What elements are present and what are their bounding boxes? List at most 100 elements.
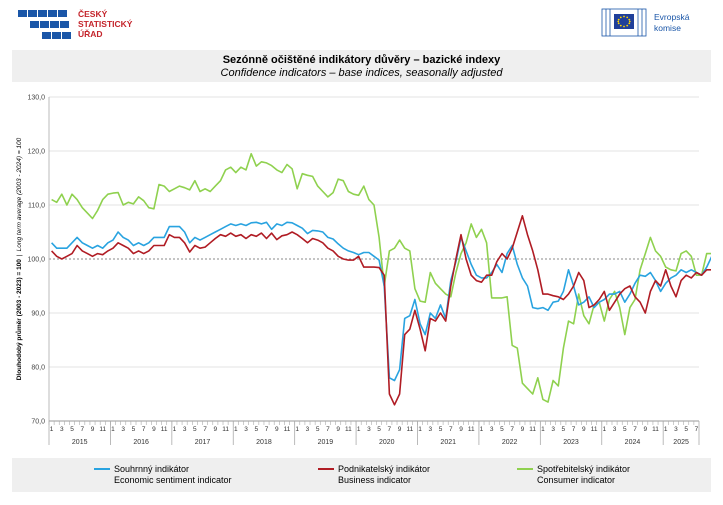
x-tick-label: 1 — [664, 426, 668, 433]
x-tick-label: 11 — [99, 426, 106, 433]
x-tick-label: 9 — [275, 426, 279, 433]
year-label: 2019 — [318, 439, 334, 446]
x-tick-label: 5 — [254, 426, 258, 433]
x-tick-label: 3 — [367, 426, 371, 433]
legend-item-business: Podnikatelský indikátor Business indicat… — [338, 464, 430, 486]
eu-logo-line-2: komise — [654, 23, 681, 33]
x-tick-label: 1 — [234, 426, 238, 433]
x-tick-label: 3 — [60, 426, 64, 433]
x-tick-label: 11 — [284, 426, 291, 433]
x-tick-label: 9 — [521, 426, 525, 433]
x-tick-label: 9 — [582, 426, 586, 433]
legend-label-business-en: Business indicator — [338, 475, 412, 485]
legend: Souhrnný indikátor Economic sentiment in… — [12, 458, 711, 492]
x-tick-label: 7 — [203, 426, 207, 433]
x-tick-label: 5 — [70, 426, 74, 433]
x-tick-label: 11 — [406, 426, 413, 433]
x-tick-label: 11 — [222, 426, 229, 433]
x-tick-label: 3 — [674, 426, 678, 433]
year-label: 2021 — [440, 439, 456, 446]
year-label: 2022 — [502, 439, 518, 446]
x-tick-label: 5 — [193, 426, 197, 433]
x-tick-label: 11 — [468, 426, 475, 433]
x-tick-label: 1 — [541, 426, 545, 433]
year-label: 2015 — [72, 439, 88, 446]
x-tick-label: 9 — [459, 426, 463, 433]
x-tick-label: 9 — [214, 426, 218, 433]
x-tick-label: 1 — [357, 426, 361, 433]
y-axis-label-separator: | — [16, 254, 23, 256]
legend-swatch-economic — [94, 468, 110, 470]
y-tick-label: 130,0 — [27, 95, 45, 102]
year-label: 2023 — [563, 439, 579, 446]
series-line-economic — [51, 221, 711, 382]
y-axis-label-en: Long term average (2003 - 2024) = 100 — [16, 137, 23, 251]
y-axis-ticks: 130,0 120,0 110,0 100,0 90,0 80,0 70,0 — [27, 95, 45, 426]
eu-commission-logo: Evropská komise — [601, 8, 690, 37]
x-tick-label: 5 — [377, 426, 381, 433]
legend-swatch-business — [318, 468, 334, 470]
y-tick-label: 110,0 — [28, 203, 45, 210]
csu-logo-line-1: ČESKÝ — [78, 8, 108, 19]
x-tick-label: 5 — [500, 426, 504, 433]
chart-subtitle: Confidence indicators – base indices, se… — [220, 67, 503, 79]
csu-logo-bars — [18, 10, 71, 39]
x-tick-label: 7 — [80, 426, 84, 433]
legend-label-consumer-en: Consumer indicator — [537, 475, 616, 485]
csu-logo-line-3: ÚŘAD — [78, 28, 103, 39]
x-tick-label: 9 — [152, 426, 156, 433]
legend-label-business-cz: Podnikatelský indikátor — [338, 464, 431, 474]
x-tick-label: 11 — [161, 426, 168, 433]
year-label: 2024 — [625, 439, 641, 446]
x-tick-label: 9 — [398, 426, 402, 433]
x-tick-label: 7 — [388, 426, 392, 433]
series-line-consumer — [51, 152, 711, 403]
year-label: 2018 — [256, 439, 272, 446]
y-axis-label-cz: Dlouhodobý průměr (2003 - 2023) = 100 — [15, 259, 23, 381]
x-tick-label: 5 — [562, 426, 566, 433]
y-tick-label: 120,0 — [27, 149, 45, 156]
x-tick-label: 9 — [643, 426, 647, 433]
legend-label-economic-cz: Souhrnný indikátor — [114, 464, 190, 474]
legend-swatch-consumer — [517, 468, 533, 470]
x-tick-label: 9 — [336, 426, 340, 433]
x-tick-label: 1 — [418, 426, 422, 433]
x-tick-label: 3 — [490, 426, 494, 433]
year-label: 2016 — [133, 439, 149, 446]
y-axis-label: Dlouhodobý průměr (2003 - 2023) = 100 | Lo… — [15, 137, 23, 380]
x-tick-label: 7 — [449, 426, 453, 433]
x-tick-label: 3 — [428, 426, 432, 433]
x-tick-label: 9 — [91, 426, 95, 433]
x-tick-label: 11 — [652, 426, 659, 433]
chart-title-box: Sezónně očištěné indikátory důvěry – baz… — [12, 50, 711, 82]
x-tick-label: 3 — [183, 426, 187, 433]
legend-item-consumer: Spotřebitelský indikátor Consumer indica… — [537, 464, 630, 486]
csu-logo-line-2: STATISTICKÝ — [78, 18, 133, 29]
y-tick-label: 70,0 — [31, 419, 45, 426]
x-tick-label: 1 — [173, 426, 177, 433]
x-tick-label: 7 — [572, 426, 576, 433]
x-tick-label: 7 — [326, 426, 330, 433]
y-tick-label: 90,0 — [31, 311, 45, 318]
chart-title: Sezónně očištěné indikátory důvěry – baz… — [222, 54, 501, 66]
y-tick-label: 80,0 — [31, 365, 45, 372]
x-tick-label: 5 — [439, 426, 443, 433]
eu-logo-line-1: Evropská — [654, 12, 690, 22]
x-tick-label: 1 — [295, 426, 299, 433]
year-label: 2025 — [673, 439, 689, 446]
x-tick-label: 7 — [265, 426, 269, 433]
series-line-business — [51, 215, 711, 406]
eu-stars-icon — [617, 15, 631, 28]
x-tick-label: 7 — [633, 426, 637, 433]
x-tick-label: 1 — [480, 426, 484, 433]
x-tick-label: 3 — [306, 426, 310, 433]
year-label: 2020 — [379, 439, 395, 446]
legend-label-economic-en: Economic sentiment indicator — [114, 475, 232, 485]
x-tick-label: 1 — [111, 426, 115, 433]
x-tick-label: 11 — [529, 426, 536, 433]
x-tick-label: 3 — [244, 426, 248, 433]
x-tick-label: 11 — [345, 426, 352, 433]
x-tick-label: 5 — [684, 426, 688, 433]
